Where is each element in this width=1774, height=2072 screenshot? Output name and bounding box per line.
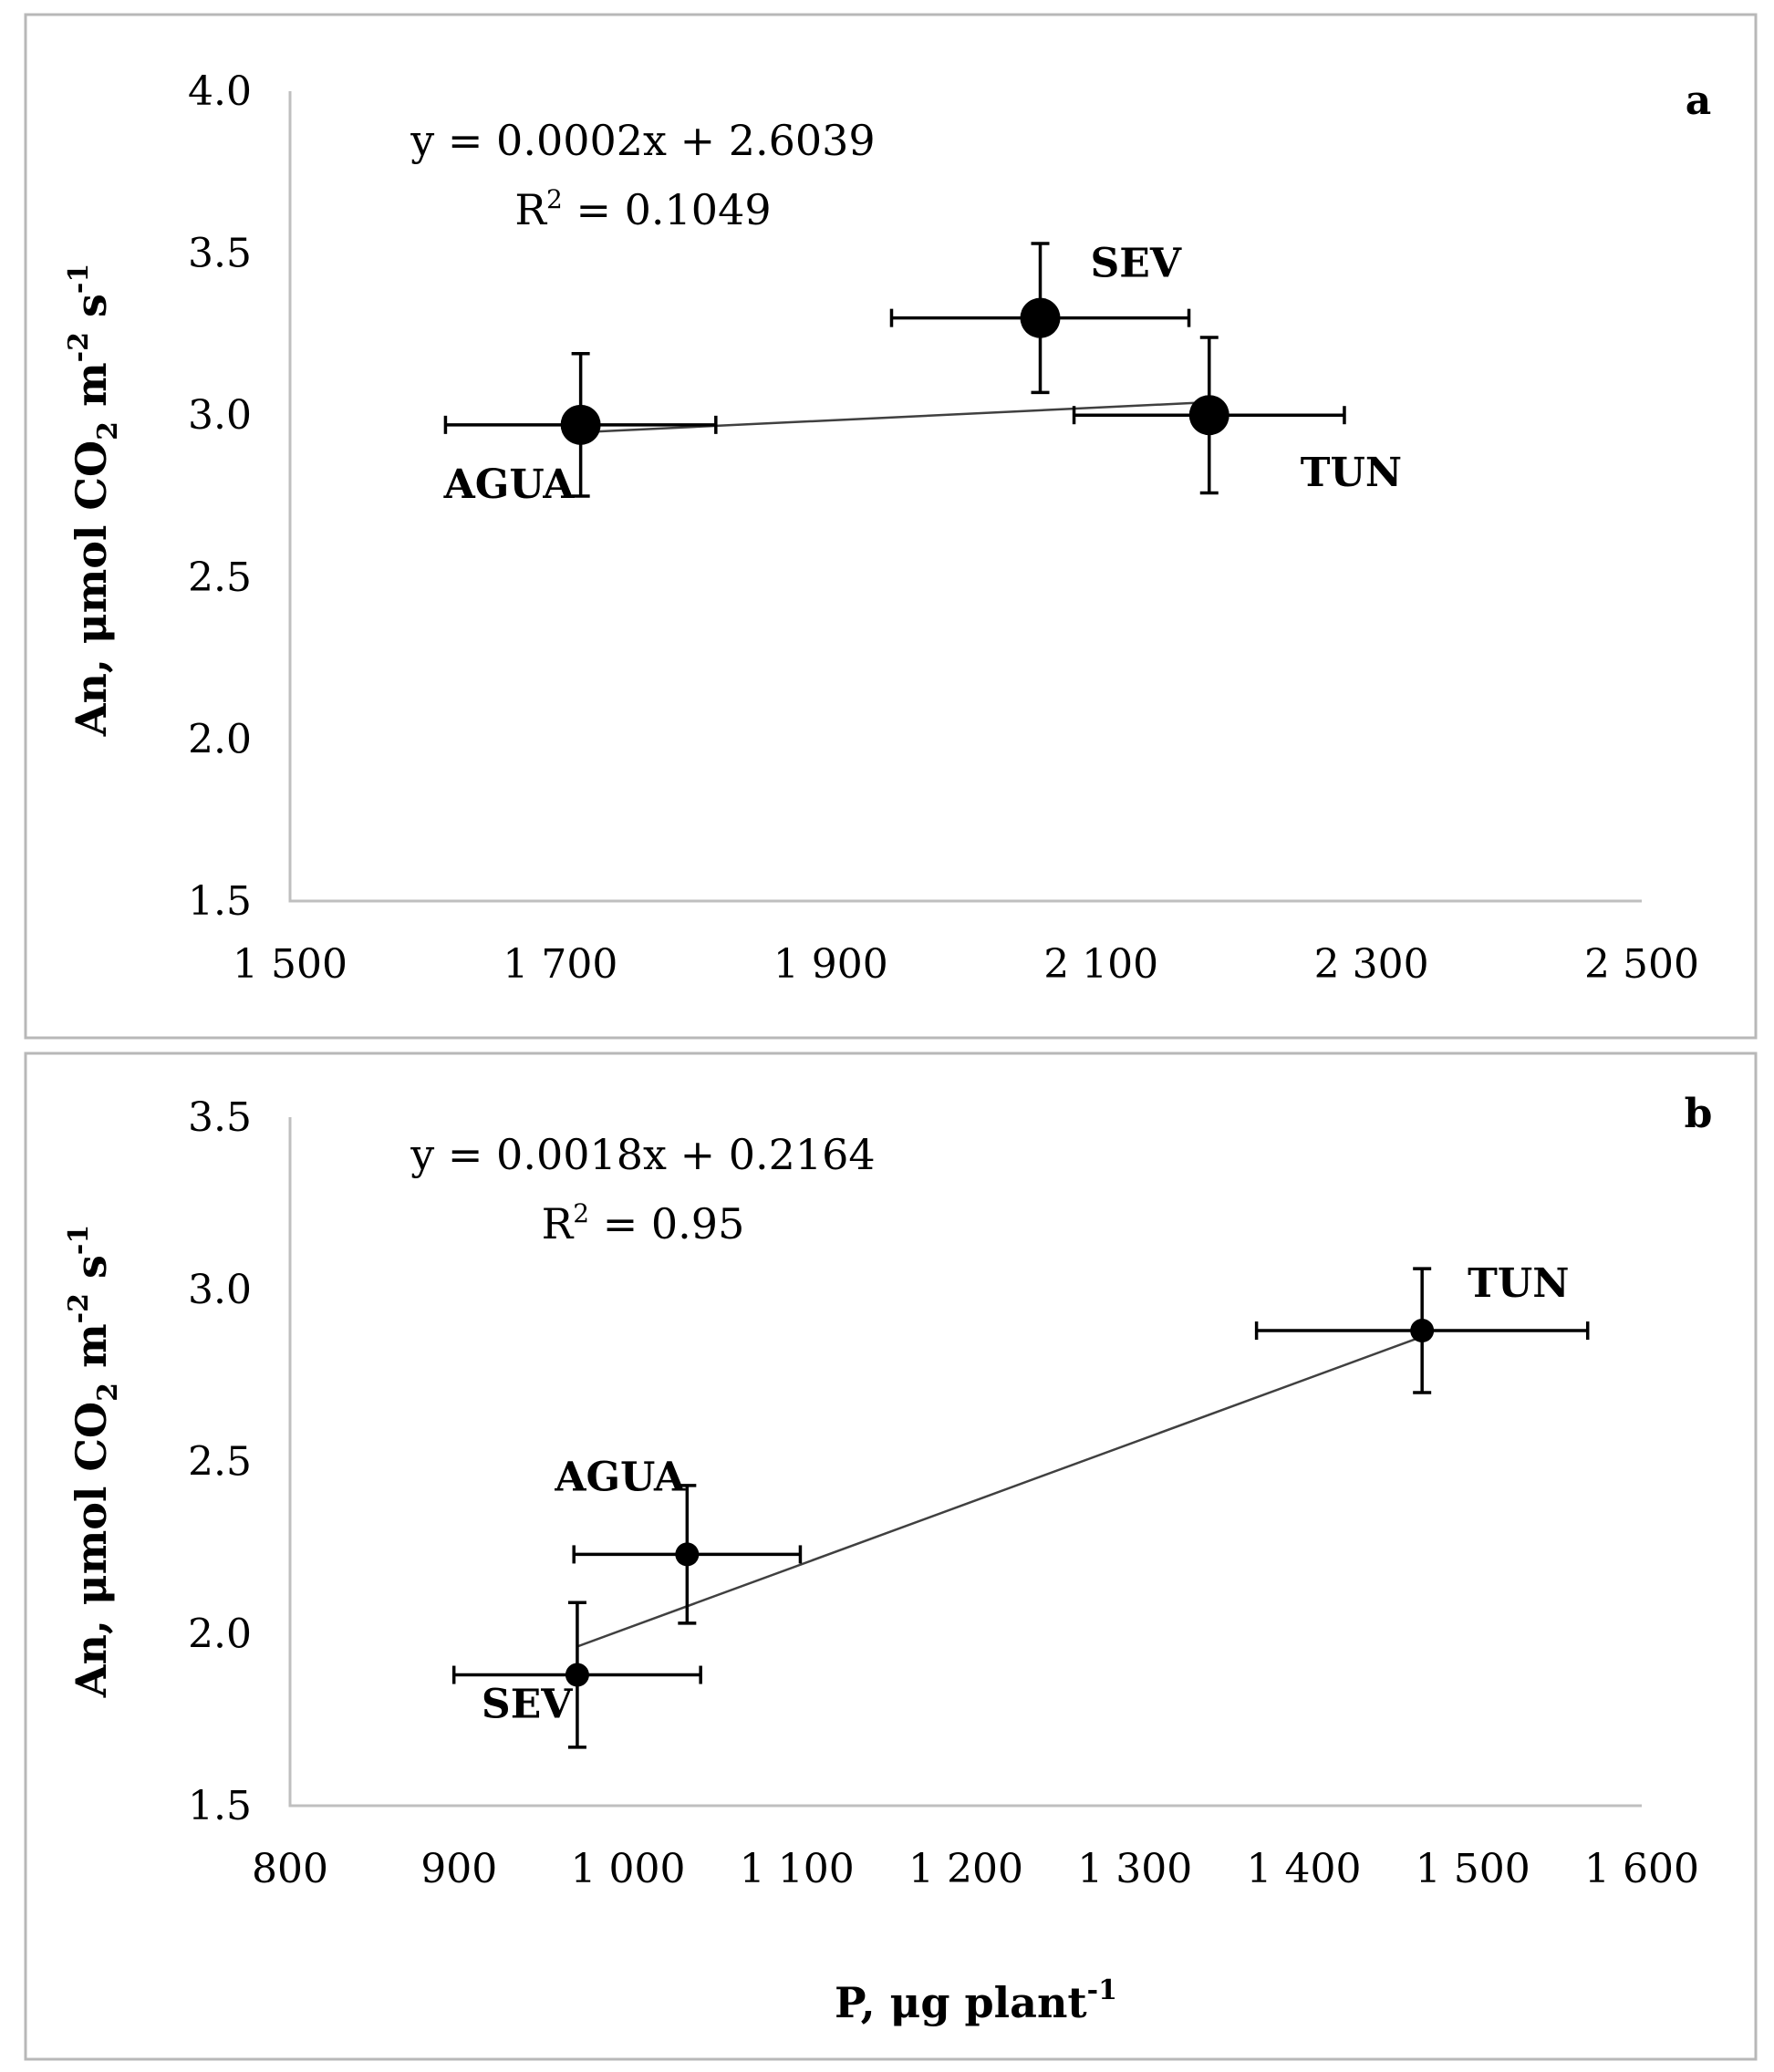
x-tick-label: 2 300 xyxy=(1314,941,1429,988)
x-tick-label: 1 600 xyxy=(1584,1846,1699,1892)
data-point-marker xyxy=(675,1542,700,1567)
x-tick-label: 1 300 xyxy=(1077,1846,1192,1892)
panel-b-y-ticks: 1.5 2.0 2.5 3.0 3.5 xyxy=(188,1094,252,1829)
point-agua: AGUA xyxy=(554,1454,803,1625)
data-point-marker xyxy=(1410,1319,1435,1343)
y-tick-label: 3.0 xyxy=(188,1267,252,1313)
panel-b: b y = 0.0018x + 0.2164 R2 = 0.95 1.5 2.0 2… xyxy=(24,1052,1758,2061)
panel-a-axes xyxy=(288,91,1642,903)
panel-b-marks: SEV AGUA TUN xyxy=(451,1260,1590,1749)
y-tick-label: 1.5 xyxy=(188,878,252,925)
panel-a-y-axis-label: An, μmol CO2 m-2 s-1 xyxy=(63,264,124,738)
y-tick-label: 4.0 xyxy=(188,68,252,115)
panel-a-x-ticks: 1 500 1 700 1 900 2 100 2 300 2 500 xyxy=(233,941,1699,988)
y-tick-label: 2.0 xyxy=(188,1611,252,1657)
trendline xyxy=(574,400,1209,434)
point-label: SEV xyxy=(1091,241,1182,287)
point-sev: SEV xyxy=(451,1601,702,1749)
y-tick-label: 2.5 xyxy=(188,1439,252,1486)
panel-a-frame xyxy=(24,13,1758,1040)
panel-a-r-squared: R2 = 0.1049 xyxy=(514,184,771,234)
x-tick-label: 2 100 xyxy=(1043,941,1158,988)
point-label: AGUA xyxy=(443,461,576,508)
panel-b-frame xyxy=(24,1052,1758,2061)
data-point-marker xyxy=(565,1663,589,1687)
point-label: SEV xyxy=(482,1682,573,1728)
panel-a: a y = 0.0002x + 2.6039 R2 = 0.1049 1.5 2.… xyxy=(24,13,1758,1040)
point-agua: AGUA xyxy=(443,351,718,508)
point-label: TUN xyxy=(1301,450,1402,496)
y-tick-label: 3.0 xyxy=(188,392,252,439)
panel-a-marks: AGUA SEV TUN xyxy=(443,241,1402,508)
panel-b-label: b xyxy=(1685,1091,1713,1137)
panel-b-x-ticks: 800 900 1 000 1 100 1 200 1 300 1 400 1 500 1 60… xyxy=(252,1846,1699,1892)
x-tick-label: 1 500 xyxy=(233,941,348,988)
data-point-marker xyxy=(560,404,601,445)
panel-a-equation: y = 0.0002x + 2.6039 xyxy=(410,116,875,165)
y-tick-label: 2.0 xyxy=(188,716,252,762)
point-sev: SEV xyxy=(889,241,1191,395)
y-tick-label: 3.5 xyxy=(188,231,252,277)
panel-b-x-axis-label: P, μg plant-1 xyxy=(835,1974,1117,2027)
data-point-marker xyxy=(1188,395,1229,436)
y-tick-label: 2.5 xyxy=(188,554,252,601)
panel-a-label: a xyxy=(1686,78,1712,124)
point-tun: TUN xyxy=(1254,1260,1590,1394)
x-tick-label: 1 100 xyxy=(740,1846,855,1892)
point-tun: TUN xyxy=(1072,336,1402,496)
data-point-marker xyxy=(1020,297,1061,338)
trendline xyxy=(576,1335,1423,1648)
x-tick-label: 1 400 xyxy=(1247,1846,1362,1892)
x-tick-label: 900 xyxy=(420,1846,497,1892)
x-tick-label: 1 200 xyxy=(908,1846,1023,1892)
x-tick-label: 1 000 xyxy=(571,1846,686,1892)
y-tick-label: 3.5 xyxy=(188,1094,252,1141)
panel-a-y-ticks: 1.5 2.0 2.5 3.0 3.5 4.0 xyxy=(188,68,252,925)
y-tick-label: 1.5 xyxy=(188,1783,252,1829)
panel-b-equation: y = 0.0018x + 0.2164 xyxy=(410,1130,875,1179)
x-tick-label: 1 700 xyxy=(503,941,617,988)
point-label: TUN xyxy=(1468,1260,1569,1307)
panel-b-r-squared: R2 = 0.95 xyxy=(542,1198,745,1248)
x-tick-label: 800 xyxy=(252,1846,328,1892)
x-tick-label: 2 500 xyxy=(1584,941,1699,988)
x-tick-label: 1 500 xyxy=(1416,1846,1530,1892)
x-tick-label: 1 900 xyxy=(773,941,888,988)
panel-b-y-axis-label: An, μmol CO2 m-2 s-1 xyxy=(63,1225,124,1699)
panel-b-axes xyxy=(288,1117,1642,1808)
point-label: AGUA xyxy=(554,1454,686,1500)
